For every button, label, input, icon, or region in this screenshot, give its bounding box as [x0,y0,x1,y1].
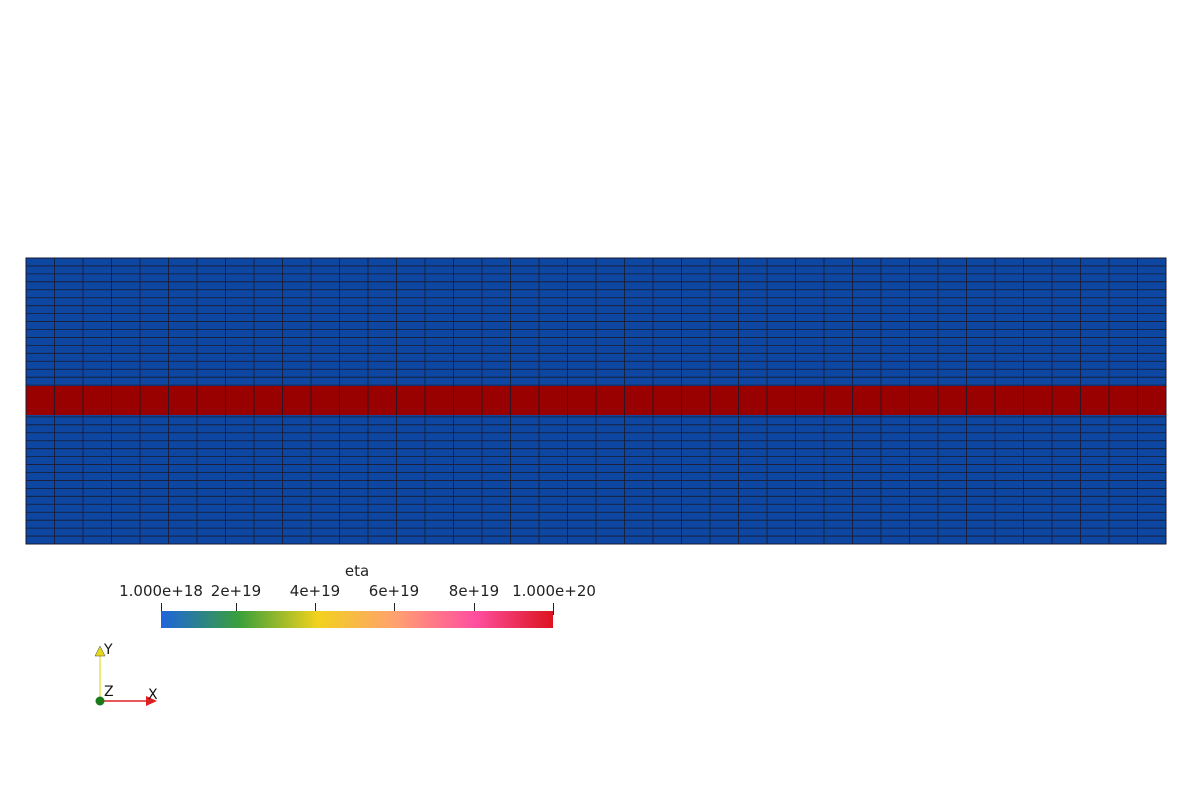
scalar-bar-label: 6e+19 [368,582,420,600]
y-axis-label: Y [104,642,113,658]
scalar-bar-tick [553,603,554,615]
mesh-grid-lines [26,258,1166,544]
scalar-bar-gradient [161,611,553,628]
x-axis-label: X [148,687,158,703]
scalar-bar-label: 2e+19 [210,582,262,600]
orientation-axes: Y Z X [80,636,180,716]
scalar-bar-label: 4e+19 [289,582,341,600]
scalar-bar-label-min: 1.000e+18 [119,582,203,600]
x-axis-arrow-icon [146,696,157,706]
orientation-axes-svg [94,645,157,706]
scalar-bar-tick [474,603,475,615]
scalar-bar-label: 8e+19 [448,582,500,600]
scalar-bar-tick [161,603,162,615]
mesh-outline [25,257,1167,545]
scalar-bar-label-max: 1.000e+20 [512,582,596,600]
scalar-bar-title: eta [344,562,370,580]
z-axis-dot-icon [95,696,105,706]
scalar-bar-tick [315,603,316,615]
scalar-bar-tick [394,603,395,615]
z-axis-label: Z [104,684,114,700]
y-axis-arrow-icon [94,645,106,657]
scalar-bar-tick [236,603,237,615]
